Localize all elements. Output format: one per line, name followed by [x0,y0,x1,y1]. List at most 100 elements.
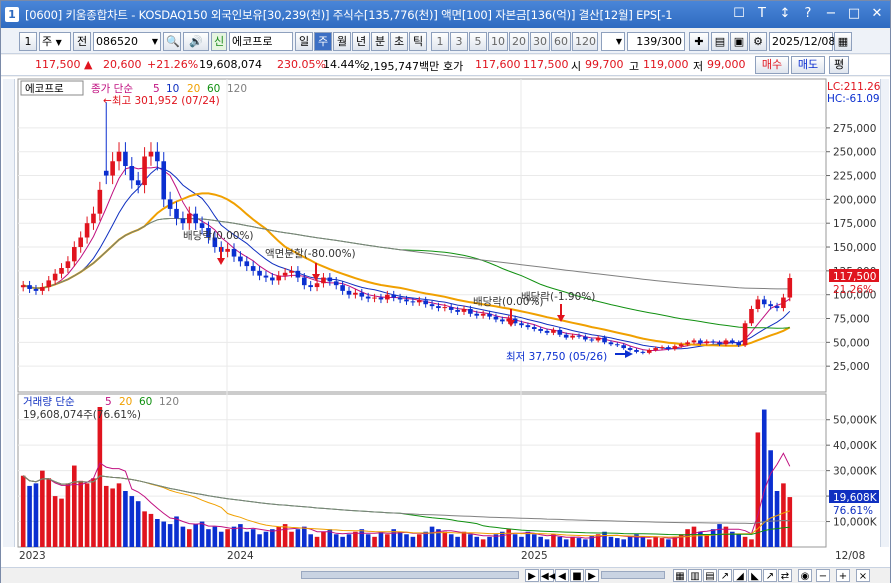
interval-20-button[interactable]: 20 [509,32,529,51]
stop-button[interactable]: ■ [570,569,584,582]
period-day-button[interactable]: 일 [295,32,313,51]
candle-body [397,297,403,300]
volume-bar [180,526,186,547]
area-chart-2-icon[interactable]: ◣ [748,569,762,582]
minimize-icon[interactable]: − [825,6,837,21]
gear-icon[interactable]: ⚙ [749,32,767,51]
maximize-icon[interactable]: □ [847,6,861,21]
interval-30-button[interactable]: 30 [530,32,550,51]
candle-body [52,273,58,281]
area-chart-icon[interactable]: ◢ [733,569,747,582]
volume-bar [257,534,262,547]
candle-body [685,342,690,345]
volume-bar [270,529,275,547]
line-chart-icon[interactable]: ↗ [718,569,732,582]
candle-body [289,270,294,273]
price-value: 117,500 [35,58,81,71]
interval-60-button[interactable]: 60 [551,32,571,51]
close-icon[interactable]: ✕ [871,6,883,21]
interval-120-button[interactable]: 120 [572,32,598,51]
stock-name-field[interactable]: 에코프로 [229,32,293,51]
interval-10-button[interactable]: 10 [488,32,508,51]
restore-icon[interactable]: ☐ [733,6,745,21]
candle-body [698,340,703,344]
layout-grid-icon[interactable]: ▦ [673,569,687,582]
zoom-out-button[interactable]: − [816,569,830,582]
candle-body [46,280,52,288]
sort-icon[interactable]: ↕ [779,6,791,21]
interval-5-button[interactable]: 5 [469,32,487,51]
panel-number[interactable]: 1 [19,32,37,51]
left-tool-strip[interactable] [3,79,15,547]
volume-tick-label: 10,000K [833,517,878,529]
volume-bar [410,536,416,547]
count-field[interactable]: 139/300 [627,32,685,51]
chart-area[interactable]: 25,00050,00075,000100,000125,000150,0001… [1,77,890,567]
interval-3-button[interactable]: 3 [450,32,468,51]
help-icon[interactable]: ? [804,6,812,21]
step-back-button[interactable]: ◀ [555,569,569,582]
candle-body [199,223,205,228]
bar-chart-icon[interactable]: ▤ [703,569,717,582]
interval-dropdown[interactable]: ▼ [601,32,625,51]
price-tick-label: 175,000 [833,218,876,230]
speaker-icon[interactable]: 🔊 [183,32,209,51]
period-tick-button[interactable]: 틱 [409,32,427,51]
step-forward-button[interactable]: ▶ [585,569,599,582]
period-minute-button[interactable]: 분 [371,32,389,51]
reset-button[interactable]: × [856,569,870,582]
buy-button[interactable]: 매수 [755,56,789,74]
price-tick-label: 25,000 [833,361,870,373]
candle-body [238,256,243,262]
crosshair-icon[interactable]: ✚ [689,32,709,51]
time-scrollbar[interactable] [301,571,519,579]
prev-button[interactable]: 전 [73,32,91,51]
volume-bar [787,497,793,547]
sell-button[interactable]: 매도 [791,56,825,74]
chart-svg[interactable]: 25,00050,00075,000100,000125,000150,0001… [1,77,890,567]
period-year-button[interactable]: 년 [352,32,370,51]
candle-body [103,170,109,176]
high-annotation-text: 최고 301,952 (07/24) [112,95,220,107]
period-second-button[interactable]: 초 [390,32,408,51]
ma20-label: 20 [187,83,200,95]
interval-1-button[interactable]: 1 [431,32,449,51]
volume-bar [768,450,773,547]
vertical-scrollbar[interactable] [880,79,889,547]
volume-tick-label: 30,000K [833,466,878,478]
volume-bars [20,407,793,547]
volume-bar [455,536,460,547]
rewind-button[interactable]: ◀◀ [540,569,557,582]
volume-bar [551,534,556,547]
hc-label: HC:-61.09 [827,93,880,105]
volume-bar [480,539,486,547]
compare-icon[interactable]: ⇄ [778,569,792,582]
camera-icon[interactable]: ◉ [798,569,812,582]
date-field[interactable]: 2025/12/08 [769,32,835,51]
save-icon[interactable]: ▣ [730,32,748,51]
zoom-in-button[interactable]: + [836,569,850,582]
volume-bar [33,483,39,547]
candle-body [589,339,595,341]
volume-bar [397,531,403,547]
calendar-icon[interactable]: ▦ [834,32,852,51]
zoom-scrollbar[interactable] [601,571,665,579]
period-week-button[interactable]: 주 [314,32,332,51]
period-month-button[interactable]: 월 [333,32,351,51]
volume-bar [78,480,83,547]
volume-bar [749,539,754,547]
volume-bar [531,534,537,547]
volume-bar [615,538,620,547]
chart-type-icon[interactable]: ▥ [688,569,702,582]
play-button[interactable]: ▶ [525,569,539,582]
code-input[interactable]: 086520 ▼ [93,32,161,51]
eval-button[interactable]: 평 [829,56,849,74]
trend-icon[interactable]: ↗ [763,569,777,582]
text-icon[interactable]: T [758,6,766,21]
period-type-select[interactable]: 주 ▼ [39,32,71,51]
low-arrow-icon [615,350,633,358]
lc-label: LC:211.26 [827,81,881,93]
volume-bar [436,529,441,547]
layout-icon[interactable]: ▤ [711,32,729,51]
search-icon[interactable]: 🔍 [163,32,181,51]
